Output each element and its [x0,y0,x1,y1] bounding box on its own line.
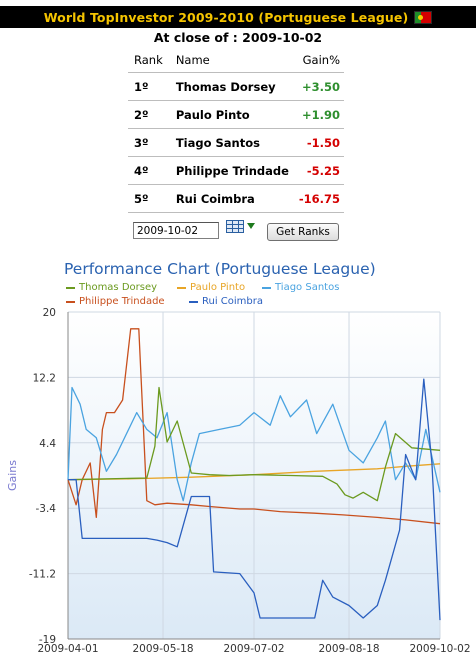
series-line-thomas-dorsey [67,386,441,502]
table-row: 3º Tiago Santos -1.50 [128,128,344,157]
rank-cell: 3º [128,128,175,157]
x-tick-label: 2009-10-02 [409,643,470,655]
legend-label: Philippe Trindade [79,296,165,307]
gain-cell: +3.50 [297,72,344,101]
col-gain-header: Gain% [297,48,344,73]
x-tick-label: 2009-07-02 [223,643,284,655]
chart-legend: Thomas Dorsey Paulo Pinto Tiago Santos P… [66,282,366,312]
legend-swatch [189,300,198,303]
gain-cell: -5.25 [297,156,344,185]
chart-title: Performance Chart (Portuguese League) [64,260,376,278]
rank-cell: 1º [128,72,175,101]
ranking-table: Rank Name Gain% 1º Thomas Dorsey +3.50 2… [128,48,344,213]
x-tick-label: 2009-08-18 [319,643,380,655]
y-tick-label: 20 [43,307,56,319]
rank-cell: 5º [128,184,175,213]
y-tick-label: -3.4 [36,503,57,515]
legend-swatch [66,300,75,303]
series-line-rui-coimbra [68,378,441,621]
name-cell: Tiago Santos [174,128,298,157]
legend-label: Tiago Santos [275,282,340,293]
table-row: 2º Paulo Pinto +1.90 [128,100,344,129]
page-title: World TopInvestor 2009-2010 (Portuguese … [43,9,409,25]
legend-item-philippe-trindade: Philippe Trindade [66,296,165,307]
title-bar: World TopInvestor 2009-2010 (Portuguese … [0,6,476,28]
legend-label: Rui Coimbra [202,296,264,307]
legend-swatch [66,286,75,289]
get-ranks-button[interactable]: Get Ranks [267,223,339,241]
x-tick-label: 2009-04-01 [37,643,98,655]
rank-cell: 4º [128,156,175,185]
gain-cell: -1.50 [297,128,344,157]
x-tick-label: 2009-05-18 [133,643,194,655]
col-rank-header: Rank [128,48,175,73]
y-tick-label: -19 [39,634,56,646]
ranking-header-row: Rank Name Gain% [128,48,344,73]
legend-label: Paulo Pinto [190,282,246,293]
calendar-icon [226,220,244,233]
series-line-tiago-santos [67,386,441,502]
name-cell: Paulo Pinto [174,100,298,129]
series-line-philippe-trindade [67,328,441,525]
legend-item-tiago-santos: Tiago Santos [262,282,339,293]
rank-cell: 2º [128,100,175,129]
y-tick-label: 4.4 [39,438,56,450]
date-input[interactable] [133,222,219,239]
calendar-button[interactable] [226,219,256,235]
y-tick-label: -11.2 [29,569,56,581]
legend-item-rui-coimbra: Rui Coimbra [189,296,263,307]
name-cell: Thomas Dorsey [174,72,298,101]
legend-item-thomas-dorsey: Thomas Dorsey [66,282,157,293]
name-cell: Rui Coimbra [174,184,298,213]
gain-cell: -16.75 [297,184,344,213]
col-name-header: Name [174,48,298,73]
close-date-line: At close of : 2009-10-02 [0,30,476,45]
y-axis-title: Gains [6,460,19,491]
name-cell: Philippe Trindade [174,156,298,185]
legend-label: Thomas Dorsey [79,282,158,293]
gain-cell: +1.90 [297,100,344,129]
y-tick-label: 12.2 [33,372,56,384]
dropdown-arrow-icon [247,223,255,229]
legend-item-paulo-pinto: Paulo Pinto [177,282,245,293]
legend-swatch [177,286,186,289]
table-row: 4º Philippe Trindade -5.25 [128,156,344,185]
table-row: 5º Rui Coimbra -16.75 [128,184,344,213]
close-label: At close of : [153,30,238,45]
table-row: 1º Thomas Dorsey +3.50 [128,72,344,101]
portugal-flag-icon [414,10,433,24]
close-date: 2009-10-02 [242,30,323,45]
legend-swatch [262,286,271,289]
